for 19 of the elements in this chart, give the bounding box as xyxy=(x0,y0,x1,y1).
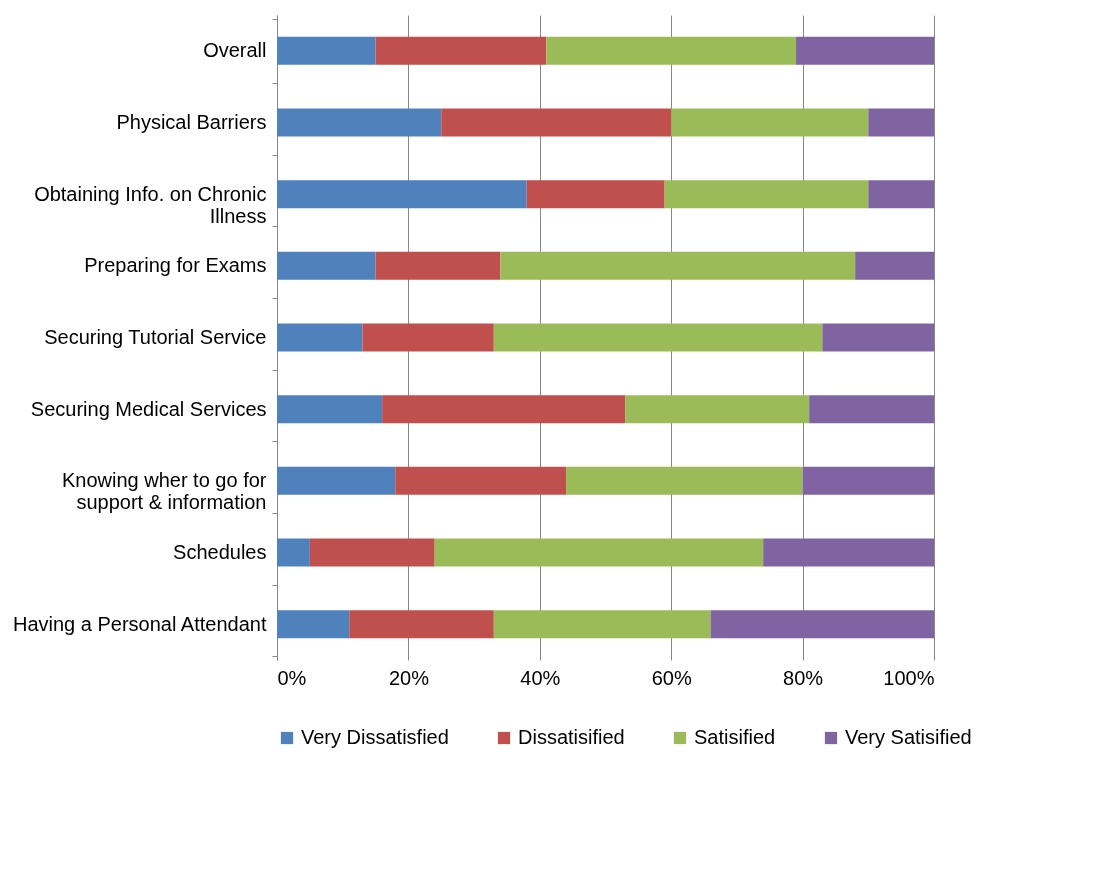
y-tick-label: Securing Tutorial Service xyxy=(44,326,267,348)
x-tick-label: 0% xyxy=(277,666,307,689)
y-tick-label: Securing Medical Services xyxy=(30,397,267,420)
legend-label: Very Dissatisfied xyxy=(301,726,449,748)
x-tick-label: 20% xyxy=(388,666,430,689)
legend-label: Dissatisified xyxy=(518,726,625,748)
y-tick-label: Knowing wher to go for support & information xyxy=(61,469,267,514)
x-tick-label: 100% xyxy=(883,666,935,689)
legend-label: Satisified xyxy=(694,726,776,748)
legend-label: Very Satisified xyxy=(845,726,972,748)
y-tick-label: Having a Personal Attendant xyxy=(12,612,267,635)
x-tick-label: 80% xyxy=(783,666,824,689)
y-tick-label: Schedules xyxy=(173,541,267,563)
y-tick-label: Obtaining Info. on Chronic Illness xyxy=(34,182,267,227)
y-tick-label: Preparing for Exams xyxy=(84,254,267,277)
x-tick-label: 60% xyxy=(651,666,692,689)
x-tick-label: 40% xyxy=(520,666,561,689)
y-tick-label: Physical Barriers xyxy=(116,111,267,133)
y-tick-label: Overall xyxy=(203,39,267,62)
